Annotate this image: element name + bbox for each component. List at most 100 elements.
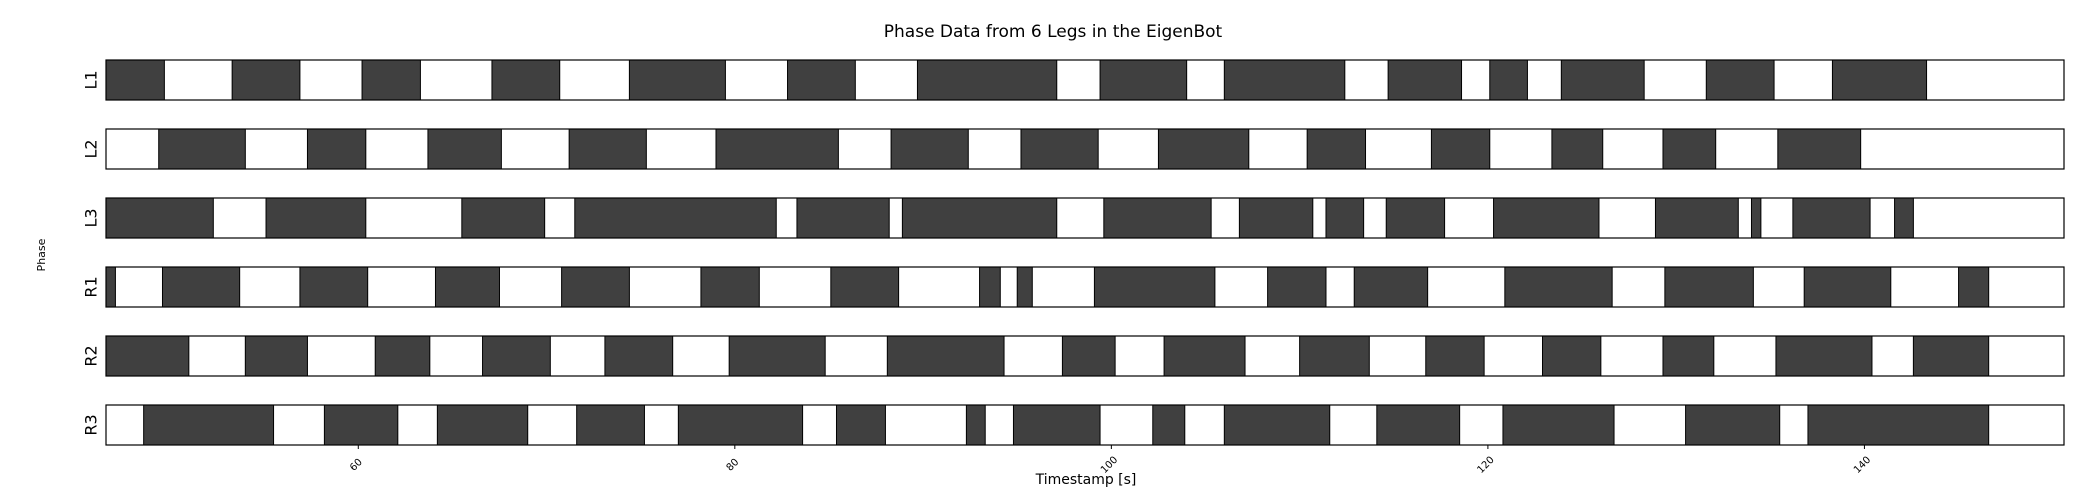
stance-segment	[574, 197, 777, 239]
leg-row-frame	[105, 404, 2065, 446]
stance-segment	[886, 335, 1005, 377]
stance-segment	[728, 335, 826, 377]
leg-label: R1	[82, 276, 101, 297]
leg-row-l3: L3	[82, 197, 2065, 239]
stance-segment	[161, 266, 241, 308]
x-tick-label: 80	[725, 457, 742, 474]
stance-segment	[796, 197, 890, 239]
stance-segment	[1430, 128, 1491, 170]
stance-segment	[1489, 59, 1528, 101]
stance-segment	[105, 266, 116, 308]
stance-segment	[568, 128, 647, 170]
stance-segment	[158, 128, 246, 170]
stance-segment	[715, 128, 839, 170]
leg-row-frame	[105, 197, 2065, 239]
stance-segment	[1103, 197, 1212, 239]
stance-segment	[436, 404, 529, 446]
stance-segment	[677, 404, 804, 446]
stance-segment	[1504, 266, 1613, 308]
stance-segment	[1685, 404, 1781, 446]
stance-segment	[890, 128, 969, 170]
stance-segment	[965, 404, 986, 446]
stance-segment	[105, 197, 214, 239]
leg-row-r1: R1	[82, 266, 2065, 308]
x-tick-label: 120	[1475, 455, 1496, 476]
stance-segment	[143, 404, 275, 446]
stance-segment	[427, 128, 502, 170]
stance-segment	[1493, 197, 1600, 239]
stance-segment	[1654, 197, 1739, 239]
stance-segment	[1353, 266, 1429, 308]
stance-segment	[1223, 59, 1346, 101]
leg-label: R3	[82, 414, 101, 435]
leg-rows: L1 L2 L3 R1 R2 R3	[82, 59, 2065, 446]
stance-segment	[434, 266, 500, 308]
stance-segment	[1163, 335, 1246, 377]
stance-segment	[700, 266, 760, 308]
stance-segment	[374, 335, 431, 377]
leg-label: L3	[82, 208, 101, 227]
leg-row-r2: R2	[82, 335, 2065, 377]
stance-segment	[916, 59, 1058, 101]
stance-segment	[1099, 59, 1188, 101]
stance-segment	[323, 404, 399, 446]
stance-segment	[1306, 128, 1367, 170]
stance-segment	[361, 59, 421, 101]
stance-segment	[1385, 197, 1446, 239]
leg-row-l2: L2	[82, 128, 2065, 170]
leg-label: R2	[82, 345, 101, 366]
stance-segment	[1831, 59, 1928, 101]
stance-segment	[1541, 335, 1602, 377]
stance-segment	[265, 197, 367, 239]
stance-segment	[1152, 404, 1186, 446]
stance-segment	[561, 266, 630, 308]
stance-segment	[1223, 404, 1331, 446]
x-axis-label: Timestamp [s]	[1035, 472, 1137, 488]
stance-segment	[1777, 128, 1862, 170]
stance-segment	[628, 59, 726, 101]
stance-segment	[787, 59, 856, 101]
stance-segment	[1894, 197, 1914, 239]
leg-row-background	[106, 198, 2064, 238]
stance-segment	[901, 197, 1058, 239]
stance-segment	[1299, 335, 1370, 377]
leg-row-background	[106, 267, 2064, 307]
y-axis-label: Phase	[35, 238, 48, 271]
stance-segment	[835, 404, 886, 446]
stance-segment	[1093, 266, 1216, 308]
x-tick-label: 60	[348, 457, 365, 474]
stance-segment	[1238, 197, 1314, 239]
x-tick-label: 140	[1852, 455, 1873, 476]
x-ticks: 60 80 100 120 140	[348, 445, 1873, 476]
leg-row-frame	[105, 59, 2065, 101]
stance-segment	[1560, 59, 1645, 101]
stance-segment	[1061, 335, 1116, 377]
leg-label: L2	[82, 139, 101, 158]
stance-segment	[830, 266, 900, 308]
stance-segment	[1325, 197, 1365, 239]
stance-segment	[1792, 197, 1871, 239]
stance-segment	[1376, 404, 1461, 446]
stance-segment	[1750, 197, 1762, 239]
chart-title: Phase Data from 6 Legs in the EigenBot	[884, 22, 1223, 42]
stance-segment	[105, 335, 190, 377]
stance-segment	[461, 197, 546, 239]
leg-row-frame	[105, 128, 2065, 170]
stance-segment	[482, 335, 551, 377]
stance-segment	[576, 404, 645, 446]
stance-segment	[1807, 404, 1990, 446]
stance-segment	[1016, 266, 1033, 308]
leg-label: L1	[82, 70, 101, 89]
stance-segment	[1267, 266, 1327, 308]
stance-segment	[1705, 59, 1775, 101]
stance-segment	[1662, 335, 1715, 377]
stance-segment	[1157, 128, 1250, 170]
leg-row-r3: R3	[82, 404, 2065, 446]
leg-row-frame	[105, 335, 2065, 377]
stance-segment	[1662, 128, 1717, 170]
stance-segment	[491, 59, 561, 101]
stance-segment	[1020, 128, 1099, 170]
stance-segment	[1958, 266, 1990, 308]
stance-segment	[1551, 128, 1604, 170]
